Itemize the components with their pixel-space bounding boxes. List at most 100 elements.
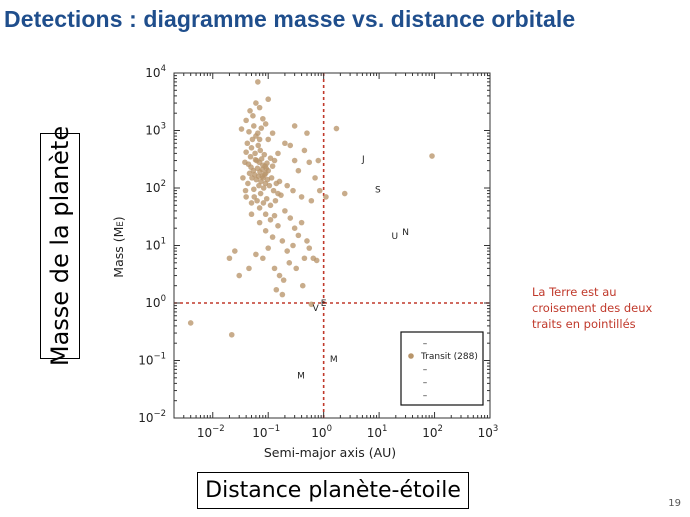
x-tick-label: 102 bbox=[422, 424, 443, 440]
data-point bbox=[251, 186, 257, 193]
data-point bbox=[260, 255, 266, 262]
data-point bbox=[306, 245, 313, 251]
planet-label: M bbox=[297, 371, 305, 381]
data-point bbox=[276, 178, 283, 185]
data-point bbox=[312, 175, 318, 181]
data-point bbox=[256, 136, 263, 143]
data-point bbox=[228, 331, 235, 338]
data-point bbox=[260, 200, 267, 206]
planet-label: E bbox=[321, 299, 327, 309]
data-point bbox=[243, 149, 249, 155]
data-point bbox=[263, 195, 270, 202]
data-point bbox=[262, 163, 268, 169]
data-point bbox=[253, 100, 259, 106]
data-point bbox=[269, 130, 276, 136]
legend-marker bbox=[408, 353, 414, 359]
data-point bbox=[333, 125, 340, 132]
legend-box bbox=[400, 331, 484, 406]
data-point bbox=[291, 123, 298, 129]
data-point bbox=[261, 151, 268, 158]
data-point bbox=[246, 265, 252, 272]
data-point bbox=[295, 232, 302, 239]
data-point bbox=[267, 216, 274, 223]
data-point bbox=[247, 108, 253, 114]
data-point bbox=[299, 282, 306, 289]
data-point bbox=[290, 187, 296, 194]
legend: – Transit (288) – – – bbox=[400, 331, 484, 406]
data-point bbox=[257, 147, 264, 154]
planet-label: N bbox=[402, 228, 409, 238]
data-point bbox=[429, 153, 435, 159]
data-point bbox=[252, 150, 258, 157]
data-point bbox=[254, 197, 260, 204]
data-point bbox=[255, 130, 261, 136]
data-point bbox=[269, 234, 276, 240]
data-point bbox=[286, 260, 293, 266]
y-tick-label: 103 bbox=[145, 122, 166, 138]
y-tick-label: 102 bbox=[145, 179, 166, 195]
mass-label: Masse de la planète bbox=[46, 125, 74, 367]
planet-label: V bbox=[313, 304, 320, 314]
data-point bbox=[341, 190, 348, 197]
data-point bbox=[291, 157, 298, 164]
x-tick-label: 10−2 bbox=[197, 424, 225, 440]
data-point bbox=[256, 104, 263, 111]
mass-label-box: Masse de la planète bbox=[40, 126, 80, 366]
data-point bbox=[265, 245, 272, 251]
data-point bbox=[245, 180, 251, 187]
data-point bbox=[298, 219, 305, 226]
x-tick-label: 103 bbox=[478, 424, 499, 440]
planet-annotations: M V E M J S U N bbox=[297, 155, 409, 381]
data-point bbox=[236, 272, 243, 279]
data-point bbox=[240, 175, 246, 181]
legend-entry: – bbox=[423, 339, 428, 349]
data-point bbox=[270, 187, 277, 194]
data-point bbox=[256, 205, 263, 211]
planet-label: S bbox=[375, 185, 381, 195]
y-tick-label: 10−1 bbox=[138, 352, 166, 368]
data-point bbox=[293, 265, 300, 272]
legend-entry: Transit (288) bbox=[420, 352, 478, 362]
page-number: 19 bbox=[668, 498, 681, 509]
x-axis-title: Semi-major axis (AU) bbox=[264, 445, 396, 460]
data-point bbox=[269, 163, 276, 169]
data-point bbox=[255, 142, 261, 149]
data-point bbox=[276, 272, 283, 279]
data-point bbox=[258, 125, 265, 131]
data-point bbox=[250, 113, 256, 119]
data-point bbox=[257, 190, 264, 197]
y-tick-label: 100 bbox=[145, 294, 166, 310]
data-point bbox=[259, 173, 266, 180]
planet-label: U bbox=[392, 232, 399, 242]
data-points bbox=[187, 79, 435, 338]
data-point bbox=[308, 301, 315, 308]
data-point bbox=[246, 128, 252, 135]
data-point bbox=[243, 194, 249, 200]
distance-label: Distance planète-étoile bbox=[205, 478, 461, 503]
data-point bbox=[255, 79, 261, 85]
data-point bbox=[284, 182, 290, 189]
data-point bbox=[279, 291, 286, 298]
data-point bbox=[248, 200, 255, 206]
data-point bbox=[290, 242, 296, 249]
data-point bbox=[313, 257, 320, 264]
axis-ticks: 10−2 10−1 100 101 102 103 10−2 10−1 100 101 102 103… bbox=[138, 64, 498, 440]
data-point bbox=[260, 185, 267, 191]
data-point bbox=[301, 147, 308, 154]
y-tick-label: 101 bbox=[145, 237, 166, 253]
data-point bbox=[243, 117, 249, 124]
y-axis-title: Mass (ME) bbox=[111, 216, 126, 277]
data-point bbox=[271, 157, 278, 164]
data-point bbox=[244, 140, 251, 147]
data-point bbox=[316, 187, 323, 194]
data-point bbox=[287, 215, 294, 221]
planet-label: J bbox=[361, 155, 365, 165]
slide-title: Detections : diagramme masse vs. distanc… bbox=[4, 6, 576, 32]
data-point bbox=[306, 159, 313, 166]
data-point bbox=[280, 277, 287, 283]
data-point bbox=[238, 126, 245, 132]
data-point bbox=[265, 96, 272, 103]
data-point bbox=[304, 130, 310, 136]
data-point bbox=[253, 251, 259, 258]
